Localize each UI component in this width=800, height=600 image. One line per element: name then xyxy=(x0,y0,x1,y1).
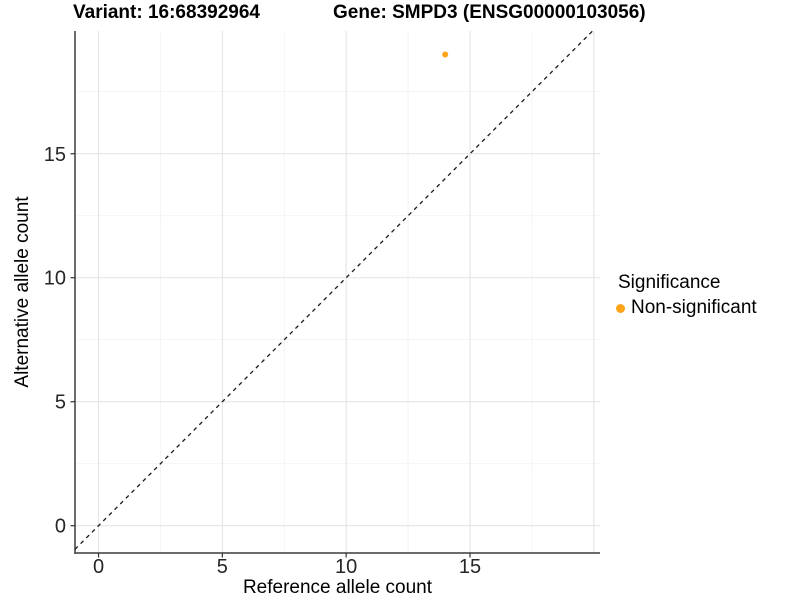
legend: Significance Non-significant xyxy=(616,272,757,319)
x-tick-label: 15 xyxy=(459,556,481,578)
y-tick-label: 15 xyxy=(44,144,66,166)
x-tick-label: 10 xyxy=(335,556,357,578)
legend-item-non-significant: Non-significant xyxy=(616,297,757,319)
legend-title: Significance xyxy=(618,272,721,293)
x-tick-label: 0 xyxy=(93,556,104,578)
y-tick-label: 10 xyxy=(44,268,66,290)
identity-line xyxy=(74,30,594,550)
y-tick-label: 0 xyxy=(55,516,66,538)
legend-item-label: Non-significant xyxy=(631,297,757,318)
y-axis-title: Alternative allele count xyxy=(12,196,33,388)
x-axis-title: Reference allele count xyxy=(242,577,433,598)
panel-background xyxy=(75,31,600,553)
plot-title-variant: Variant: 16:68392964 xyxy=(73,2,260,23)
legend-point-icon xyxy=(616,303,625,313)
y-tick-label: 5 xyxy=(55,392,66,414)
x-tick-label: 5 xyxy=(217,556,228,578)
plot-title-gene: Gene: SMPD3 (ENSG00000103056) xyxy=(333,2,646,23)
data-point xyxy=(442,51,449,58)
